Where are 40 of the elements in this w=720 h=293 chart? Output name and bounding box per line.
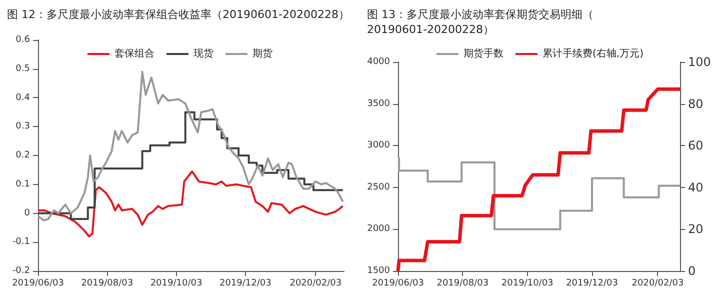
y-tick-label: 1500	[367, 266, 390, 276]
x-tick-label: 2020/02/03	[290, 278, 342, 288]
y-tick-label: 4000	[367, 57, 390, 67]
y-tick-label: -0.2	[12, 266, 30, 276]
y-tick-label: -0.1	[12, 237, 30, 248]
legend-label: 套保组合	[114, 48, 154, 60]
y2-tick-label: 0	[688, 264, 696, 278]
y-tick-label: 0.4	[16, 92, 30, 103]
x-tick-label: 2019/08/03	[81, 278, 134, 288]
x-tick-label: 2019/10/03	[501, 278, 554, 288]
y-tick-label: 3000	[367, 140, 390, 151]
x-tick-label: 2019/12/03	[566, 278, 618, 288]
chart-title: 图 13：多尺度最小波动率套保期货交易明细（20190601-20200228）	[367, 8, 594, 36]
y-tick-label: 0.6	[16, 35, 30, 45]
x-tick-label: 2019/08/03	[436, 278, 489, 288]
x-tick-label: 2019/06/03	[372, 278, 424, 288]
legend-label: 现货	[194, 48, 214, 60]
y-tick-label: 2500	[367, 182, 390, 192]
y-tick-label: 0	[24, 208, 30, 218]
y-tick-label: 0.3	[16, 122, 30, 132]
y2-tick-label: 40	[688, 180, 704, 194]
legend-label: 累计手续费(右轴,万元)	[542, 48, 644, 60]
line-series	[37, 70, 344, 222]
y-tick-label: 2000	[367, 224, 390, 234]
y-tick-label: 0.5	[16, 64, 30, 74]
legend-label: 期货	[252, 48, 272, 60]
x-tick-label: 2020/02/03	[632, 278, 684, 288]
x-tick-label: 2019/10/03	[150, 278, 202, 288]
x-tick-label: 2019/06/03	[12, 278, 64, 288]
y-tick-label: 0.2	[16, 150, 30, 160]
chart-title: 图 12：多尺度最小波动率套保组合收益率（20190601-20200228）	[7, 8, 350, 21]
y2-tick-label: 80	[688, 96, 704, 111]
y2-tick-label: 60	[688, 138, 704, 153]
y2-tick-label: 100	[688, 55, 711, 69]
legend-label: 期货手数	[464, 48, 504, 60]
y-tick-label: 3500	[367, 98, 390, 109]
y-tick-label: 0.1	[16, 179, 30, 190]
y2-tick-label: 20	[688, 222, 704, 236]
line-series	[37, 170, 344, 238]
x-tick-label: 2019/12/03	[219, 278, 272, 288]
